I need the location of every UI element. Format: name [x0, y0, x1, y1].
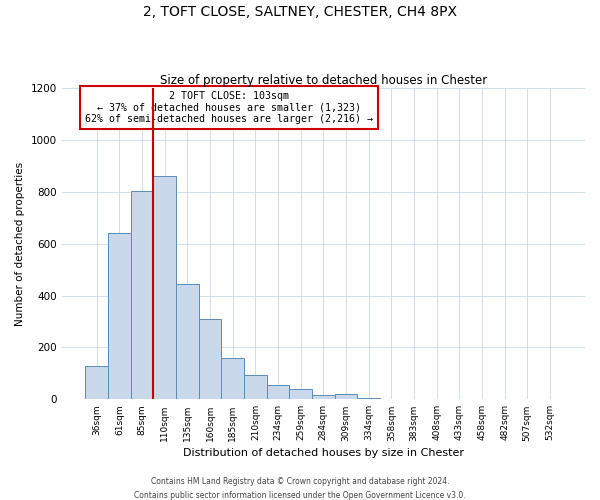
Bar	[131, 190, 154, 400]
Bar	[358, 398, 380, 400]
Bar	[199, 319, 221, 400]
Bar	[85, 366, 108, 400]
Bar	[154, 176, 176, 400]
Bar	[221, 358, 244, 400]
Text: Contains HM Land Registry data © Crown copyright and database right 2024.
Contai: Contains HM Land Registry data © Crown c…	[134, 478, 466, 500]
Bar	[266, 385, 289, 400]
X-axis label: Distribution of detached houses by size in Chester: Distribution of detached houses by size …	[183, 448, 464, 458]
Bar	[176, 284, 199, 400]
Bar	[244, 374, 266, 400]
Bar	[108, 234, 131, 400]
Bar	[312, 396, 335, 400]
Text: 2, TOFT CLOSE, SALTNEY, CHESTER, CH4 8PX: 2, TOFT CLOSE, SALTNEY, CHESTER, CH4 8PX	[143, 5, 457, 19]
Title: Size of property relative to detached houses in Chester: Size of property relative to detached ho…	[160, 74, 487, 87]
Bar	[335, 394, 358, 400]
Text: 2 TOFT CLOSE: 103sqm
← 37% of detached houses are smaller (1,323)
62% of semi-de: 2 TOFT CLOSE: 103sqm ← 37% of detached h…	[85, 92, 373, 124]
Bar	[470, 398, 493, 400]
Y-axis label: Number of detached properties: Number of detached properties	[15, 162, 25, 326]
Bar	[289, 389, 312, 400]
